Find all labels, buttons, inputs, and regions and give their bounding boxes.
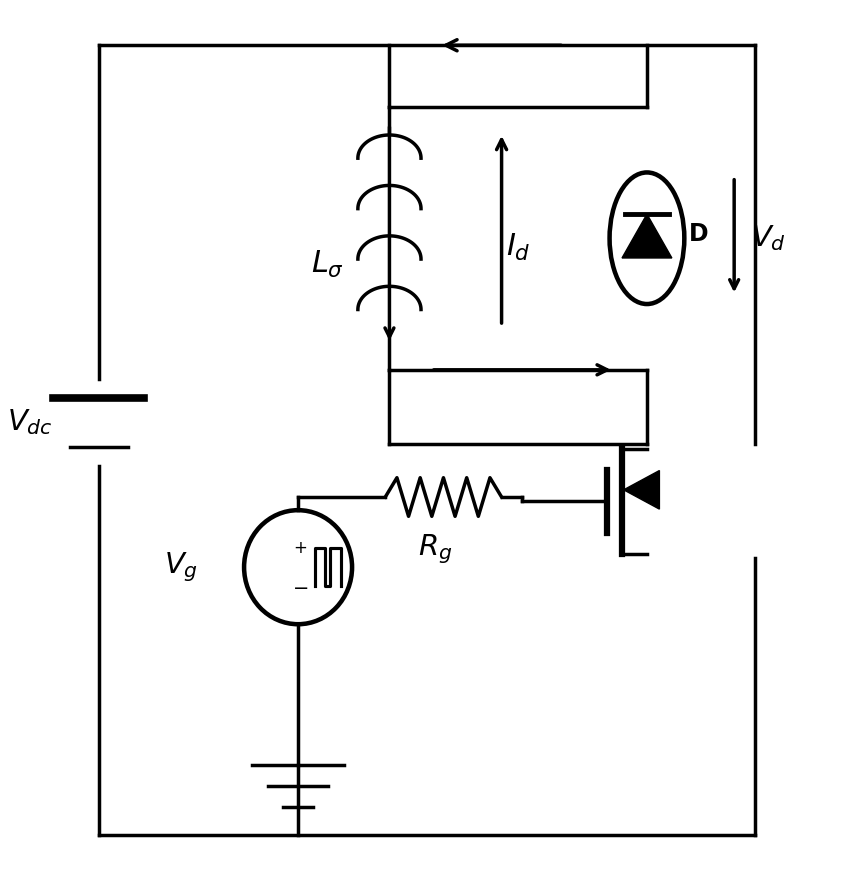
Text: $+$: $+$ [293, 539, 306, 557]
Text: $\mathit{I}_{d}$: $\mathit{I}_{d}$ [506, 231, 531, 262]
Text: $\mathit{R}_{g}$: $\mathit{R}_{g}$ [418, 532, 452, 566]
Polygon shape [622, 214, 672, 258]
Text: $\mathit{V}_{dc}$: $\mathit{V}_{dc}$ [7, 407, 53, 437]
Text: $\mathit{V}_{d}$: $\mathit{V}_{d}$ [751, 224, 786, 253]
Text: $-$: $-$ [292, 577, 308, 596]
Text: $\mathit{L}_{\sigma}$: $\mathit{L}_{\sigma}$ [311, 249, 344, 280]
Text: $\mathit{V}_{g}$: $\mathit{V}_{g}$ [164, 550, 199, 584]
Polygon shape [624, 471, 659, 510]
Text: $\mathbf{D}$: $\mathbf{D}$ [688, 222, 709, 246]
